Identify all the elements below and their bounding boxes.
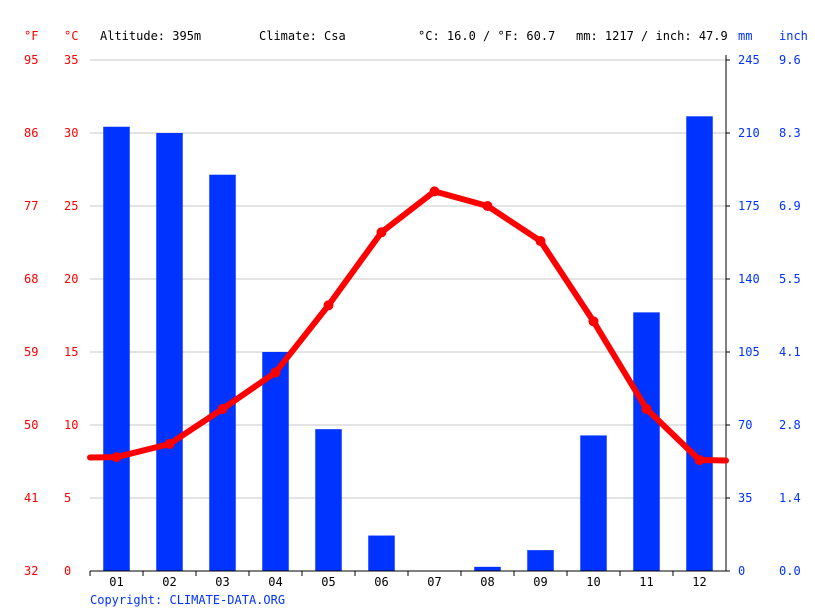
celsius-tick-label: 35	[64, 53, 78, 67]
mm-tick-label: 245	[738, 53, 760, 67]
precipitation-bar	[315, 429, 342, 571]
month-tick-label: 09	[533, 575, 547, 589]
precipitation-bar	[156, 133, 183, 571]
precipitation-bars	[103, 116, 713, 572]
precipitation-bar	[527, 550, 554, 571]
mm-tick-label: 175	[738, 199, 760, 213]
month-tick-label: 11	[639, 575, 653, 589]
copyright-label: Copyright: CLIMATE-DATA.ORG	[90, 593, 285, 607]
month-tick-label: 03	[215, 575, 229, 589]
inch-tick-label: 6.9	[779, 199, 801, 213]
temperature-point	[535, 236, 546, 247]
mm-tick-label: 70	[738, 418, 752, 432]
fahrenheit-tick-label: 68	[24, 272, 38, 286]
temperature-point	[641, 403, 652, 414]
temperature-point	[429, 186, 440, 197]
temperature-point	[694, 455, 705, 466]
axes	[89, 55, 730, 576]
celsius-tick-label: 10	[64, 418, 78, 432]
fahrenheit-tick-label: 77	[24, 199, 38, 213]
mm-tick-label: 0	[738, 564, 745, 578]
climate-label: Climate: Csa	[259, 29, 346, 43]
mm-tick-label: 210	[738, 126, 760, 140]
altitude-label: Altitude: 395m	[100, 29, 201, 43]
temperature-line-path	[87, 188, 729, 464]
precipitation-bar	[633, 312, 660, 571]
inch-tick-label: 4.1	[779, 345, 801, 359]
month-tick-label: 04	[268, 575, 282, 589]
month-tick-label: 12	[692, 575, 706, 589]
precipitation-bar	[368, 535, 395, 571]
temperature-line	[87, 186, 729, 466]
temperature-point	[588, 316, 599, 327]
celsius-tick-label: 20	[64, 272, 78, 286]
avg-temp-label: °C: 16.0 / °F: 60.7	[418, 29, 555, 43]
mm-tick-label: 105	[738, 345, 760, 359]
celsius-tick-label: 0	[64, 564, 71, 578]
inch-tick-label: 5.5	[779, 272, 801, 286]
precipitation-bar	[103, 126, 130, 571]
inch-unit-label: inch	[779, 29, 808, 43]
mm-tick-label: 140	[738, 272, 760, 286]
precipitation-bar	[474, 566, 501, 571]
month-tick-label: 10	[586, 575, 600, 589]
precipitation-bar	[580, 435, 607, 571]
month-tick-label: 02	[162, 575, 176, 589]
celsius-tick-label: 25	[64, 199, 78, 213]
temperature-point	[217, 403, 228, 414]
fahrenheit-unit-label: °F	[24, 29, 38, 43]
month-tick-label: 07	[427, 575, 441, 589]
inch-tick-label: 0.0	[779, 564, 801, 578]
inch-tick-label: 1.4	[779, 491, 801, 505]
temperature-point	[111, 452, 122, 463]
mm-unit-label: mm	[738, 29, 752, 43]
fahrenheit-tick-label: 95	[24, 53, 38, 67]
tick-labels: 32 0 0 0.0 41 5 35 1.4 50 10 70 2.8 59 15 105 4.1 68 20 14…	[24, 53, 801, 589]
fahrenheit-tick-label: 32	[24, 564, 38, 578]
precip-total-label: mm: 1217 / inch: 47.9	[576, 29, 728, 43]
inch-tick-label: 2.8	[779, 418, 801, 432]
precipitation-bar	[686, 116, 713, 572]
month-tick-label: 08	[480, 575, 494, 589]
temperature-point	[270, 367, 281, 378]
inch-tick-label: 8.3	[779, 126, 801, 140]
precipitation-bar	[209, 174, 236, 571]
temperature-point	[482, 201, 493, 211]
inch-tick-label: 9.6	[779, 53, 801, 67]
celsius-tick-label: 15	[64, 345, 78, 359]
precipitation-bar	[262, 352, 289, 571]
month-tick-label: 06	[374, 575, 388, 589]
temperature-point	[164, 438, 175, 449]
celsius-unit-label: °C	[64, 29, 78, 43]
temperature-point	[323, 300, 334, 311]
temperature-point	[376, 227, 387, 238]
fahrenheit-tick-label: 86	[24, 126, 38, 140]
mm-tick-label: 35	[738, 491, 752, 505]
celsius-tick-label: 30	[64, 126, 78, 140]
fahrenheit-tick-label: 41	[24, 491, 38, 505]
month-tick-label: 05	[321, 575, 335, 589]
month-tick-label: 01	[109, 575, 123, 589]
fahrenheit-tick-label: 59	[24, 345, 38, 359]
fahrenheit-tick-label: 50	[24, 418, 38, 432]
celsius-tick-label: 5	[64, 491, 71, 505]
